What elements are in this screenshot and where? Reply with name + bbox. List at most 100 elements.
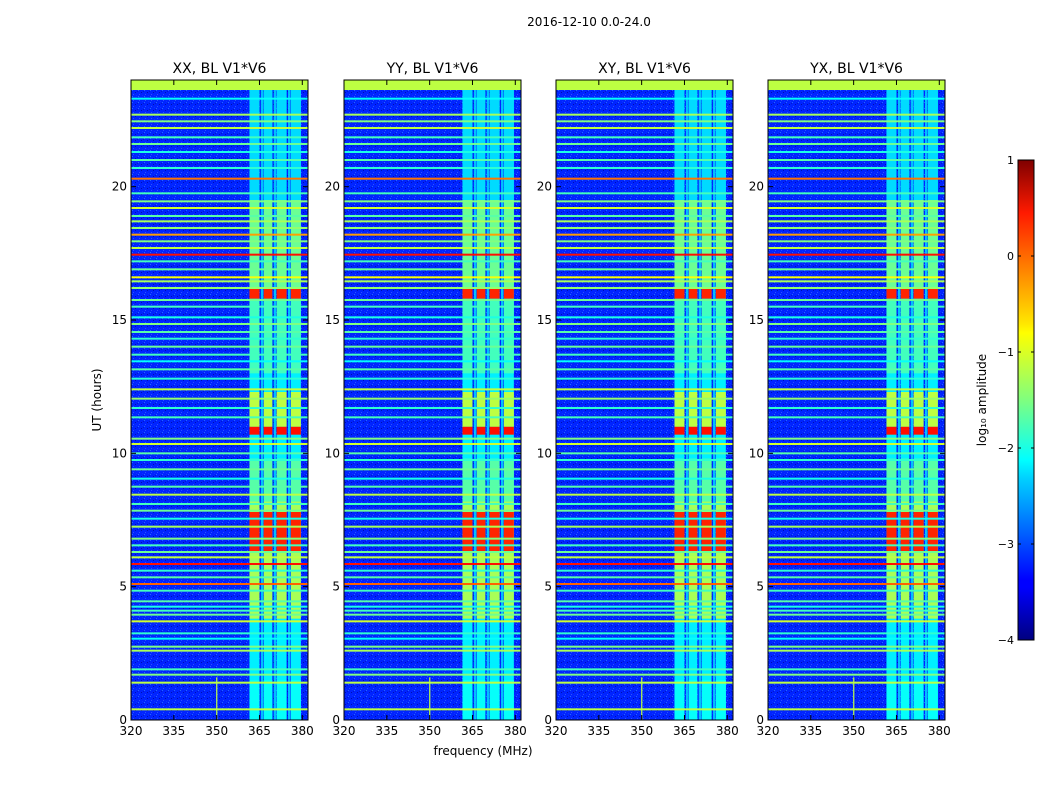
- rfi-line: [344, 127, 521, 129]
- signal-block: [476, 392, 486, 427]
- rfi-line: [556, 537, 733, 540]
- rfi-line: [344, 337, 521, 340]
- signal-block: [900, 288, 910, 299]
- rfi-line: [556, 113, 733, 116]
- y-axis-label: UT (hours): [90, 368, 104, 431]
- signal-block: [715, 298, 726, 374]
- signal-block: [927, 501, 938, 619]
- signal-block: [489, 392, 500, 427]
- rfi-line: [556, 253, 733, 256]
- signal-block: [688, 80, 698, 200]
- rfi-line: [556, 485, 733, 488]
- rfi-line: [131, 537, 308, 540]
- signal-block: [927, 288, 938, 299]
- signal-block: [249, 200, 260, 288]
- rfi-line: [768, 207, 945, 209]
- rfi-line: [131, 668, 308, 671]
- rfi-line: [768, 416, 945, 419]
- rfi-line: [131, 576, 308, 579]
- rfi-line: [131, 192, 308, 195]
- signal-block: [489, 298, 500, 374]
- y-tick-label: 15: [537, 313, 552, 327]
- signal-block: [886, 680, 897, 720]
- signal-block: [503, 458, 514, 502]
- rfi-line: [556, 323, 733, 325]
- rfi-line: [344, 613, 521, 616]
- rfi-line: [556, 143, 733, 145]
- rfi-line: [131, 388, 308, 391]
- rfi-line: [344, 673, 521, 676]
- signal-block: [688, 680, 698, 720]
- panel: YY, BL V1*V6 320 335 350 365 380 0 5 10 15 20: [325, 61, 527, 738]
- x-tick-label: 320: [120, 724, 143, 738]
- panel-title: XY, BL V1*V6: [598, 61, 691, 77]
- signal-block: [462, 680, 473, 720]
- rfi-line: [344, 299, 521, 301]
- rfi-line: [131, 632, 308, 635]
- signal-block: [503, 200, 514, 288]
- rfi-line: [131, 551, 308, 553]
- signal-block: [715, 680, 726, 720]
- signal-block: [249, 501, 260, 619]
- colorbar-tick-label: −3: [998, 538, 1014, 551]
- rfi-line: [131, 233, 308, 236]
- signal-block: [462, 80, 473, 200]
- rfi-line: [344, 345, 521, 348]
- rfi-line: [768, 240, 945, 243]
- signal-block: [674, 392, 685, 427]
- rfi-line: [131, 227, 308, 229]
- panel-frame: [767, 79, 946, 721]
- rfi-line: [131, 337, 308, 340]
- faint-channel: [910, 80, 914, 720]
- signal-block: [927, 392, 938, 427]
- rfi-line: [344, 331, 521, 333]
- rfi-line: [556, 247, 733, 249]
- rfi-line: [556, 316, 733, 319]
- rfi-line: [768, 443, 945, 445]
- y-tick-label: 5: [119, 580, 127, 594]
- rfi-line: [556, 613, 733, 616]
- signal-block: [290, 680, 301, 720]
- rfi-line: [131, 583, 308, 585]
- rfi-line: [344, 556, 521, 559]
- rfi-line: [131, 525, 308, 528]
- rfi-line: [344, 247, 521, 249]
- signal-block: [886, 80, 897, 200]
- rfi-line: [556, 136, 733, 139]
- signal-block: [715, 200, 726, 288]
- rfi-line: [768, 576, 945, 579]
- x-tick-label: 320: [333, 724, 356, 738]
- rfi-line: [131, 377, 308, 380]
- rfi-line: [556, 493, 733, 496]
- y-tick-label: 20: [112, 180, 127, 194]
- rfi-line: [344, 280, 521, 283]
- signal-block: [715, 426, 726, 435]
- vertical-rfi-line: [641, 677, 643, 720]
- rfi-line: [768, 368, 945, 371]
- rfi-line: [768, 485, 945, 488]
- signal-block: [688, 288, 698, 299]
- rfi-line: [131, 260, 308, 263]
- signal-block: [674, 288, 685, 299]
- rfi-line: [556, 345, 733, 348]
- rfi-line: [344, 397, 521, 400]
- rfi-line: [768, 477, 945, 480]
- y-tick-label: 0: [544, 713, 552, 727]
- faint-channel: [260, 80, 264, 720]
- x-tick-label: 350: [842, 724, 865, 738]
- rfi-line: [131, 509, 308, 512]
- signal-block: [462, 458, 473, 502]
- x-axis-label: frequency (MHz): [433, 744, 532, 758]
- rfi-line: [556, 459, 733, 461]
- rfi-line: [131, 167, 308, 169]
- signal-block: [503, 298, 514, 374]
- rfi-line: [768, 397, 945, 400]
- rfi-line: [768, 459, 945, 461]
- rfi-line: [768, 276, 945, 279]
- signal-block: [913, 288, 924, 299]
- rfi-line: [556, 407, 733, 409]
- rfi-line: [131, 517, 308, 520]
- rfi-line: [768, 589, 945, 592]
- signal-block: [249, 298, 260, 374]
- signal-block: [900, 501, 910, 619]
